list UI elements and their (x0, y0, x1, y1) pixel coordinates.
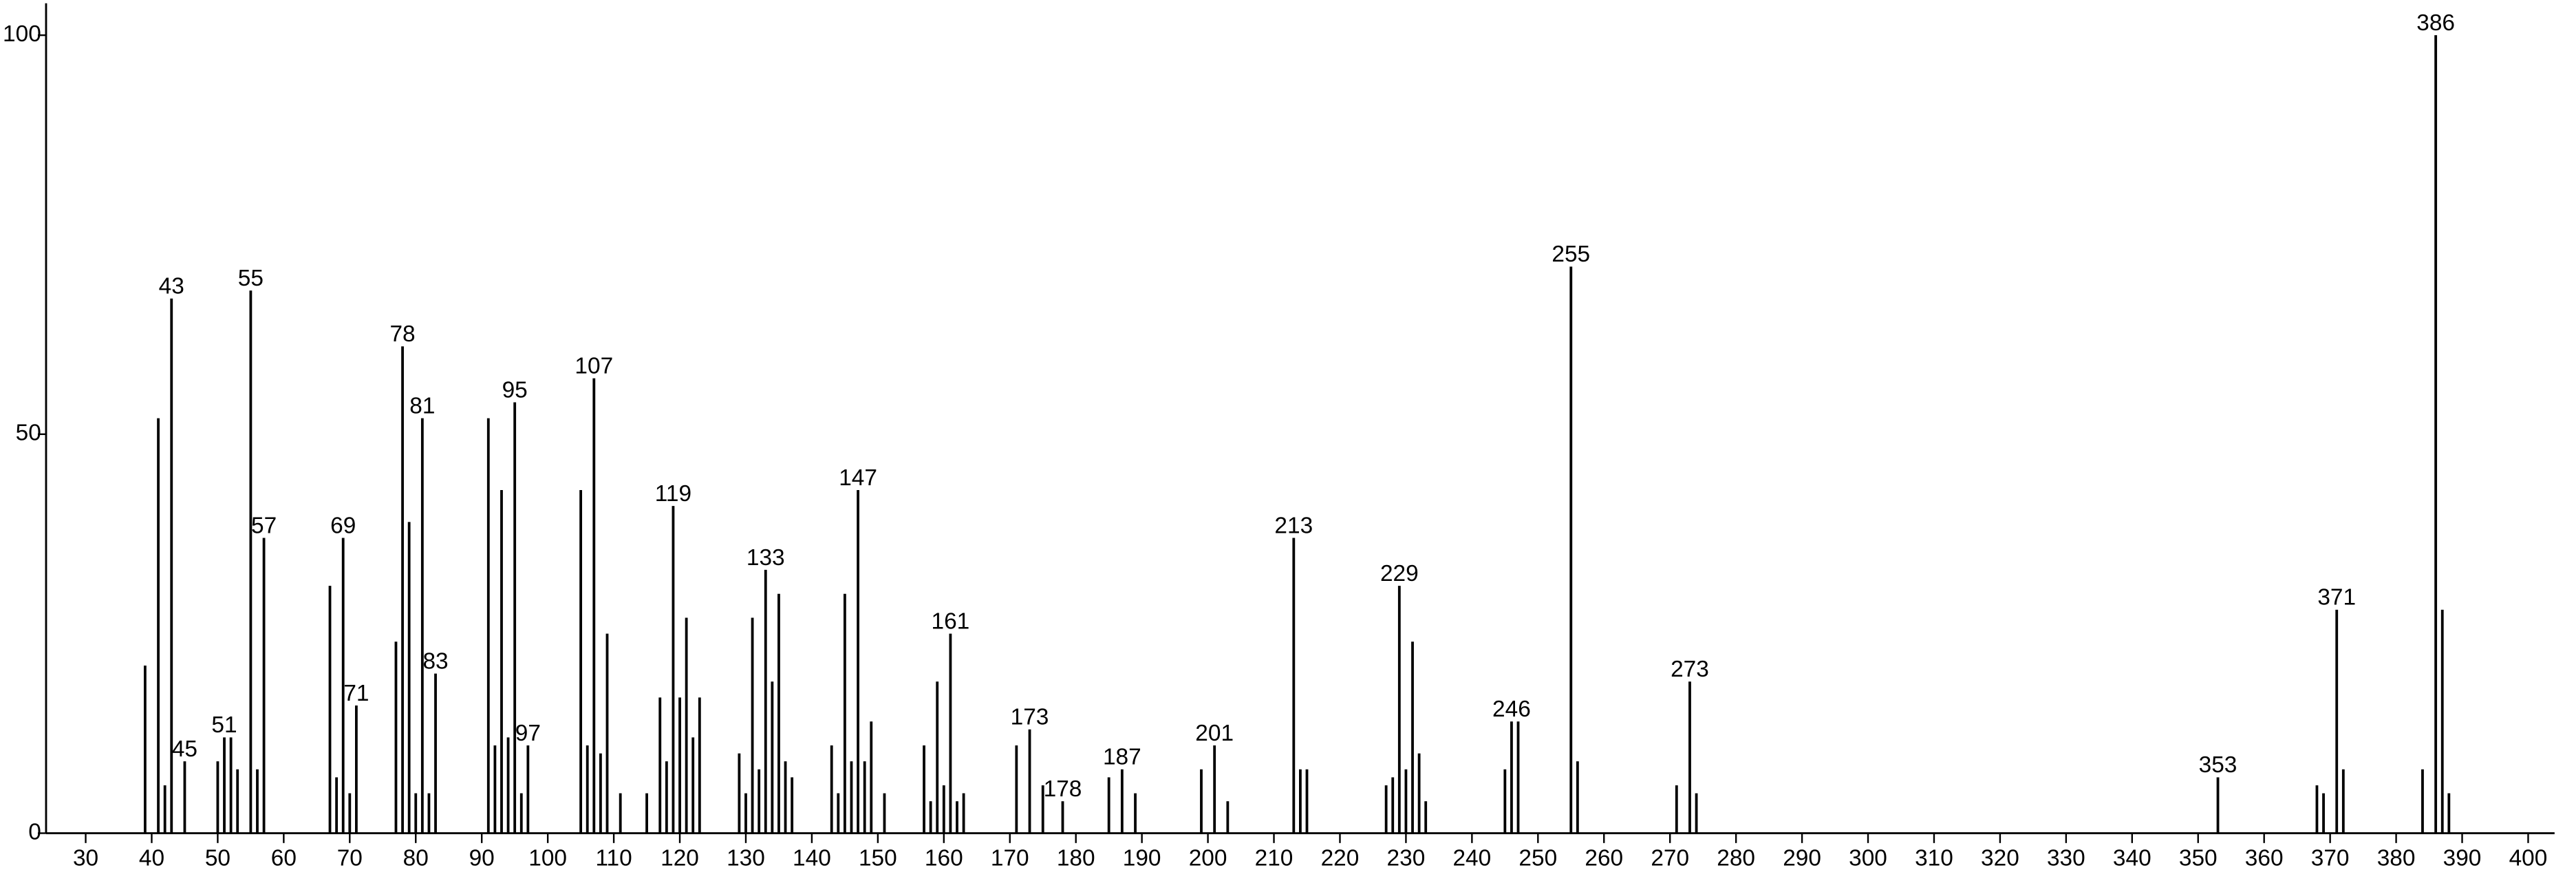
x-tick-label: 130 (727, 846, 765, 870)
x-tick-label: 290 (1783, 846, 1821, 870)
x-tick-label: 400 (2509, 846, 2548, 870)
peak-label: 71 (343, 681, 369, 706)
peak-label: 201 (1195, 721, 1234, 746)
x-tick-label: 200 (1189, 846, 1227, 870)
x-tick-label: 170 (991, 846, 1029, 870)
x-tick-label: 370 (2311, 846, 2350, 870)
x-tick-label: 50 (205, 846, 230, 870)
peak-label: 255 (1552, 242, 1590, 267)
x-tick-label: 270 (1651, 846, 1689, 870)
peak-label: 45 (172, 736, 197, 762)
peak-label: 78 (389, 321, 415, 347)
y-tick-label: 50 (16, 421, 41, 446)
x-tick-label: 160 (925, 846, 963, 870)
x-tick-label: 100 (528, 846, 567, 870)
peak-label: 229 (1380, 561, 1419, 586)
y-tick-label: 0 (28, 819, 41, 845)
peak-label: 173 (1011, 705, 1049, 730)
x-tick-label: 280 (1717, 846, 1755, 870)
x-tick-label: 90 (469, 846, 495, 870)
x-tick-label: 150 (859, 846, 897, 870)
x-tick-label: 120 (661, 846, 699, 870)
x-tick-label: 250 (1518, 846, 1557, 870)
peak-label: 178 (1044, 776, 1082, 802)
peak-label: 83 (422, 648, 448, 674)
peak-label: 43 (159, 274, 184, 299)
x-tick-label: 70 (337, 846, 363, 870)
x-tick-label: 40 (139, 846, 164, 870)
peak-label: 51 (211, 712, 237, 738)
peak-label: 213 (1274, 513, 1313, 538)
x-tick-label: 110 (595, 846, 632, 870)
x-tick-label: 360 (2245, 846, 2284, 870)
x-tick-label: 210 (1255, 846, 1294, 870)
x-tick-label: 260 (1585, 846, 1623, 870)
peak-label: 97 (515, 721, 541, 746)
x-tick-label: 320 (1981, 846, 2019, 870)
peak-label: 133 (747, 545, 785, 571)
peak-label: 55 (238, 266, 264, 291)
peak-label: 119 (655, 481, 691, 507)
peak-label: 353 (2199, 752, 2237, 778)
x-tick-label: 180 (1057, 846, 1095, 870)
peak-label: 147 (839, 465, 877, 491)
peak-label: 95 (502, 377, 528, 403)
x-tick-label: 240 (1452, 846, 1491, 870)
peak-label: 187 (1103, 745, 1141, 770)
x-tick-label: 340 (2113, 846, 2151, 870)
peak-label: 273 (1671, 657, 1709, 682)
x-tick-label: 350 (2179, 846, 2218, 870)
x-tick-label: 140 (793, 846, 831, 870)
peak-label: 371 (2317, 585, 2356, 611)
x-tick-label: 230 (1387, 846, 1426, 870)
x-tick-label: 80 (403, 846, 429, 870)
peak-label: 57 (251, 513, 277, 538)
peak-label: 386 (2416, 10, 2455, 36)
peak-label: 107 (575, 354, 613, 379)
x-tick-label: 300 (1849, 846, 1887, 870)
peak-label: 69 (330, 513, 356, 538)
x-tick-label: 330 (2047, 846, 2085, 870)
x-tick-label: 310 (1915, 846, 1953, 870)
x-tick-label: 190 (1123, 846, 1161, 870)
x-tick-label: 30 (73, 846, 98, 870)
x-tick-label: 220 (1321, 846, 1360, 870)
peak-label: 81 (409, 393, 435, 418)
x-tick-label: 380 (2377, 846, 2416, 870)
y-tick-label: 100 (3, 21, 41, 47)
x-tick-label: 390 (2443, 846, 2482, 870)
peak-label: 246 (1492, 697, 1531, 722)
x-tick-label: 60 (271, 846, 297, 870)
peak-label: 161 (932, 609, 970, 635)
